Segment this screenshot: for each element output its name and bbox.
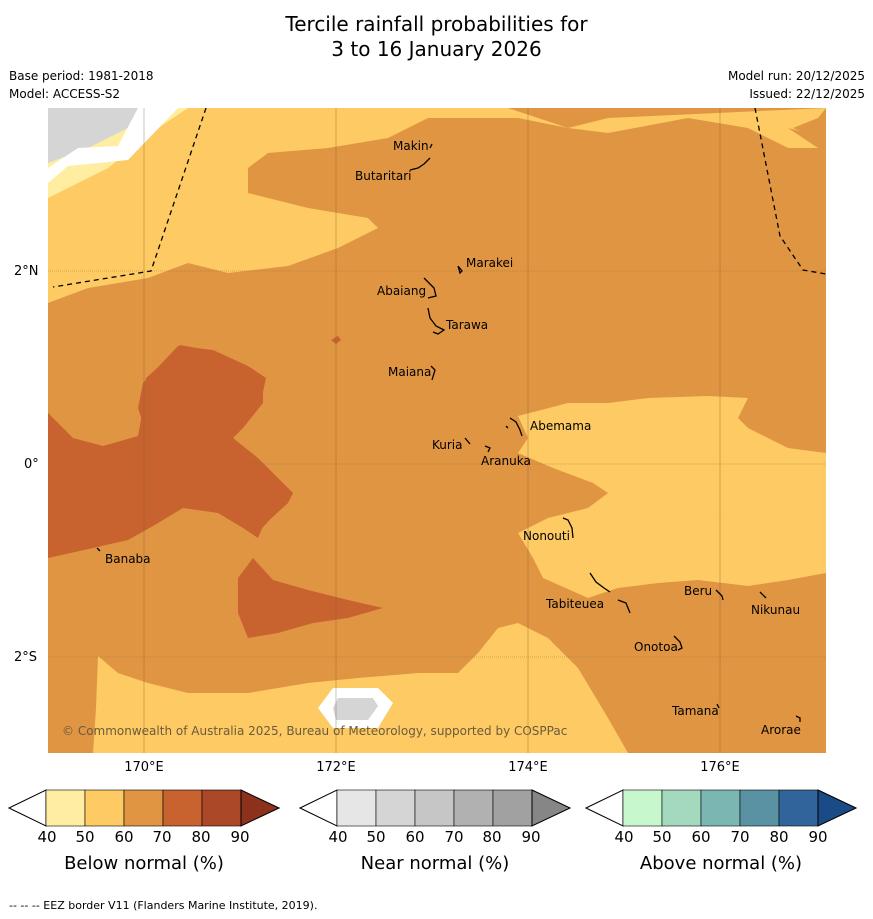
model-name: Model: ACCESS-S2 xyxy=(9,87,121,101)
colorbar-below-extend-low xyxy=(8,789,47,827)
label-arorae: Arorae xyxy=(761,723,801,737)
colorbar-below-extend-high xyxy=(240,789,280,827)
colorbar-near-extend-low xyxy=(299,789,338,827)
colorbar-near-segment xyxy=(492,789,533,827)
tick-below-90: 90 xyxy=(230,828,250,846)
tick-near-40: 40 xyxy=(328,828,348,846)
tick-above-90: 90 xyxy=(808,828,828,846)
model-run: Model run: 20/12/2025 xyxy=(727,69,865,83)
label-tamana: Tamana xyxy=(672,704,719,718)
colorbar-near-extend-high xyxy=(531,789,571,827)
tick-near-50: 50 xyxy=(366,828,386,846)
colorbar-above-segment xyxy=(700,789,741,827)
tick-above-60: 60 xyxy=(691,828,711,846)
copyright-notice: © Commonwealth of Australia 2025, Bureau… xyxy=(62,724,568,738)
label-makin: Makin xyxy=(393,139,429,153)
tick-below-50: 50 xyxy=(75,828,95,846)
title-line-1: Tercile rainfall probabilities for xyxy=(285,12,588,36)
colorbar-near-segment xyxy=(336,789,377,827)
lon-label-170e: 170°E xyxy=(124,760,164,775)
colorbar-above-segment xyxy=(622,789,663,827)
meta-left: Base period: 1981-2018 Model: ACCESS-S2 xyxy=(9,67,154,103)
tick-near-60: 60 xyxy=(405,828,425,846)
label-butaritari: Butaritari xyxy=(355,169,412,183)
colorbar-near-segment xyxy=(453,789,494,827)
tick-below-60: 60 xyxy=(114,828,134,846)
tick-near-70: 70 xyxy=(444,828,464,846)
colorbar-below-svg xyxy=(8,789,280,827)
colorbar-below-normal xyxy=(8,788,280,828)
colorbar-above-segment xyxy=(661,789,702,827)
title-line-2: 3 to 16 January 2026 xyxy=(331,37,542,61)
label-abaiang: Abaiang xyxy=(377,284,427,298)
label-tabiteuea: Tabiteuea xyxy=(546,597,605,611)
colorbar-below-segment xyxy=(162,789,203,827)
label-aranuka: Aranuka xyxy=(481,454,531,468)
meta-right: Model run: 20/12/2025 Issued: 22/12/2025 xyxy=(728,67,865,103)
label-maiana: Maiana xyxy=(388,365,432,379)
tick-above-70: 70 xyxy=(730,828,750,846)
lon-label-174e: 174°E xyxy=(508,760,548,775)
tick-above-40: 40 xyxy=(614,828,634,846)
region-below-60-ne xyxy=(793,108,826,143)
white-band-north xyxy=(48,108,178,183)
colorbar-label-above: Above normal (%) xyxy=(639,853,803,874)
colorbar-near-normal xyxy=(299,788,571,828)
label-banaba: Banaba xyxy=(105,552,151,566)
colorbar-above-extend-high xyxy=(817,789,857,827)
tick-above-80: 80 xyxy=(769,828,789,846)
lon-label-172e: 172°E xyxy=(316,760,356,775)
tick-above-50: 50 xyxy=(652,828,672,846)
colorbar-label-below: Below normal (%) xyxy=(64,853,224,874)
base-period: Base period: 1981-2018 xyxy=(9,69,154,83)
colorbar-below-segment xyxy=(123,789,164,827)
label-tarawa: Tarawa xyxy=(446,318,489,332)
colorbar-below-segment xyxy=(45,789,86,827)
graticule xyxy=(48,108,826,753)
label-onotoa: Onotoa xyxy=(634,640,678,654)
label-nikunau: Nikunau xyxy=(751,603,801,617)
label-marakei: Marakei xyxy=(466,256,514,270)
region-near-normal-south xyxy=(333,698,378,720)
map-canvas xyxy=(48,108,826,753)
colorbar-above-normal xyxy=(585,788,857,828)
region-near-normal-north xyxy=(48,108,138,163)
issued-date: Issued: 22/12/2025 xyxy=(749,87,865,101)
colorbar-near-segment xyxy=(375,789,416,827)
colorbar-below-segment xyxy=(84,789,125,827)
eez-border xyxy=(52,108,826,288)
colorbar-near-svg xyxy=(299,789,571,827)
colorbar-below-segment xyxy=(201,789,242,827)
eez-footer-note: -- -- -- EEZ border V11 (Flanders Marine… xyxy=(9,899,318,912)
map-title: Tercile rainfall probabilities for 3 to … xyxy=(0,12,873,62)
island-outlines xyxy=(96,143,801,722)
colorbar-above-segment xyxy=(778,789,819,827)
label-beru: Beru xyxy=(684,584,713,598)
lon-label-176e: 176°E xyxy=(700,760,740,775)
colorbar-above-svg xyxy=(585,789,857,827)
tick-below-40: 40 xyxy=(37,828,57,846)
colorbar-label-near: Near normal (%) xyxy=(360,853,510,874)
region-below-70-center xyxy=(138,346,293,533)
lat-label-2n: 2°N xyxy=(14,264,39,279)
rainfall-map xyxy=(48,108,826,753)
lat-label-2s: 2°S xyxy=(14,650,38,665)
region-below-70-south xyxy=(238,558,383,638)
colorbar-above-segment xyxy=(739,789,780,827)
region-below-50-east2 xyxy=(548,503,826,583)
label-abemama: Abemama xyxy=(530,419,592,433)
region-below-50-north xyxy=(48,108,826,303)
colorbar-near-segment xyxy=(414,789,455,827)
tick-below-80: 80 xyxy=(191,828,211,846)
tick-below-70: 70 xyxy=(152,828,172,846)
tick-near-90: 90 xyxy=(521,828,541,846)
label-nonouti: Nonouti xyxy=(523,529,570,543)
tick-near-80: 80 xyxy=(482,828,502,846)
colorbar-above-extend-low xyxy=(585,789,624,827)
lat-label-0: 0° xyxy=(24,457,39,472)
label-kuria: Kuria xyxy=(432,438,463,452)
